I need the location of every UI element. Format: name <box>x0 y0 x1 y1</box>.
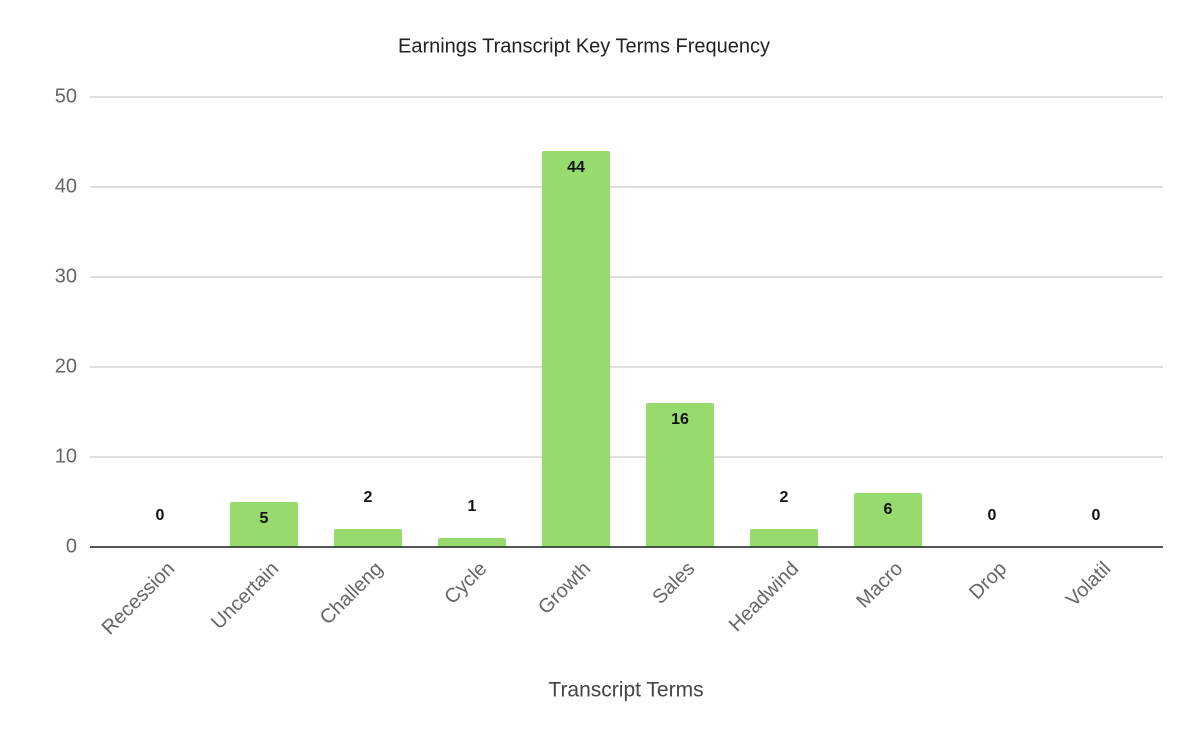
y-tick-label: 10 <box>55 445 77 467</box>
x-axis-title: Transcript Terms <box>548 679 703 702</box>
x-tick-label: Volatil <box>1062 558 1115 611</box>
bar <box>646 403 714 547</box>
x-tick-label: Uncertain <box>207 558 283 634</box>
value-label: 16 <box>671 411 689 428</box>
value-label: 5 <box>260 510 269 527</box>
chart-title: Earnings Transcript Key Terms Frequency <box>398 35 770 57</box>
y-tick-label: 0 <box>66 535 77 557</box>
y-tick-label: 20 <box>55 355 77 377</box>
value-label: 2 <box>364 489 373 506</box>
x-tick-label: Challeng <box>316 558 387 629</box>
bar <box>854 493 922 547</box>
value-label: 0 <box>156 507 165 524</box>
bar <box>542 151 610 547</box>
x-tick-label: Cycle <box>440 558 491 609</box>
x-tick-label: Growth <box>534 558 595 619</box>
x-tick-label: Recession <box>98 558 180 640</box>
x-tick-label: Headwind <box>725 558 803 636</box>
x-tick-label: Drop <box>965 558 1011 604</box>
value-label: 6 <box>884 501 893 518</box>
x-tick-label: Sales <box>648 558 699 609</box>
bar <box>750 529 818 547</box>
value-label: 0 <box>988 507 997 524</box>
y-tick-label: 40 <box>55 175 77 197</box>
value-label: 2 <box>780 489 789 506</box>
value-label: 0 <box>1092 507 1101 524</box>
bar <box>334 529 402 547</box>
y-tick-label: 30 <box>55 265 77 287</box>
bar <box>230 502 298 547</box>
value-label: 44 <box>567 159 585 176</box>
y-tick-label: 50 <box>55 85 77 107</box>
bar <box>438 538 506 547</box>
value-label: 1 <box>468 498 477 515</box>
x-tick-label: Macro <box>852 558 907 613</box>
